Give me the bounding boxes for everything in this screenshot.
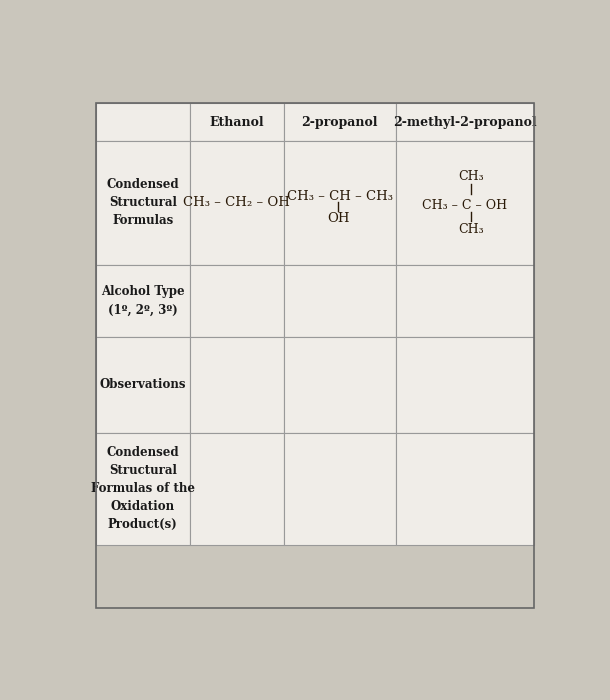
Bar [190, 141, 284, 265]
Bar [284, 433, 395, 545]
Text: CH₃ – C – OH: CH₃ – C – OH [422, 199, 507, 213]
Text: Observations: Observations [99, 378, 186, 391]
Bar [395, 141, 534, 265]
Bar [96, 265, 190, 337]
Bar [96, 103, 190, 141]
Bar [96, 141, 190, 265]
Text: OH: OH [327, 212, 350, 225]
Bar [284, 141, 395, 265]
Bar [395, 337, 534, 433]
Text: Condensed
Structural
Formulas: Condensed Structural Formulas [106, 178, 179, 228]
Bar [284, 103, 395, 141]
Bar [190, 337, 284, 433]
Bar [395, 103, 534, 141]
Bar [395, 433, 534, 545]
Text: CH₃ – CH – CH₃: CH₃ – CH – CH₃ [287, 190, 393, 203]
Text: 2-propanol: 2-propanol [301, 116, 378, 129]
Bar [190, 265, 284, 337]
Bar [96, 433, 190, 545]
Text: 2-methyl-2-propanol: 2-methyl-2-propanol [393, 116, 536, 129]
Bar [190, 433, 284, 545]
Text: Condensed
Structural
Formulas of the
Oxidation
Product(s): Condensed Structural Formulas of the Oxi… [91, 446, 195, 531]
Text: CH₃: CH₃ [458, 170, 484, 183]
Text: Ethanol: Ethanol [209, 116, 264, 129]
Bar [395, 265, 534, 337]
Text: CH₃: CH₃ [458, 223, 484, 236]
Bar [96, 337, 190, 433]
Bar [284, 265, 395, 337]
Bar [284, 337, 395, 433]
Text: Alcohol Type
(1º, 2º, 3º): Alcohol Type (1º, 2º, 3º) [101, 286, 184, 316]
Text: CH₃ – CH₂ – OH: CH₃ – CH₂ – OH [184, 197, 290, 209]
Bar [190, 103, 284, 141]
